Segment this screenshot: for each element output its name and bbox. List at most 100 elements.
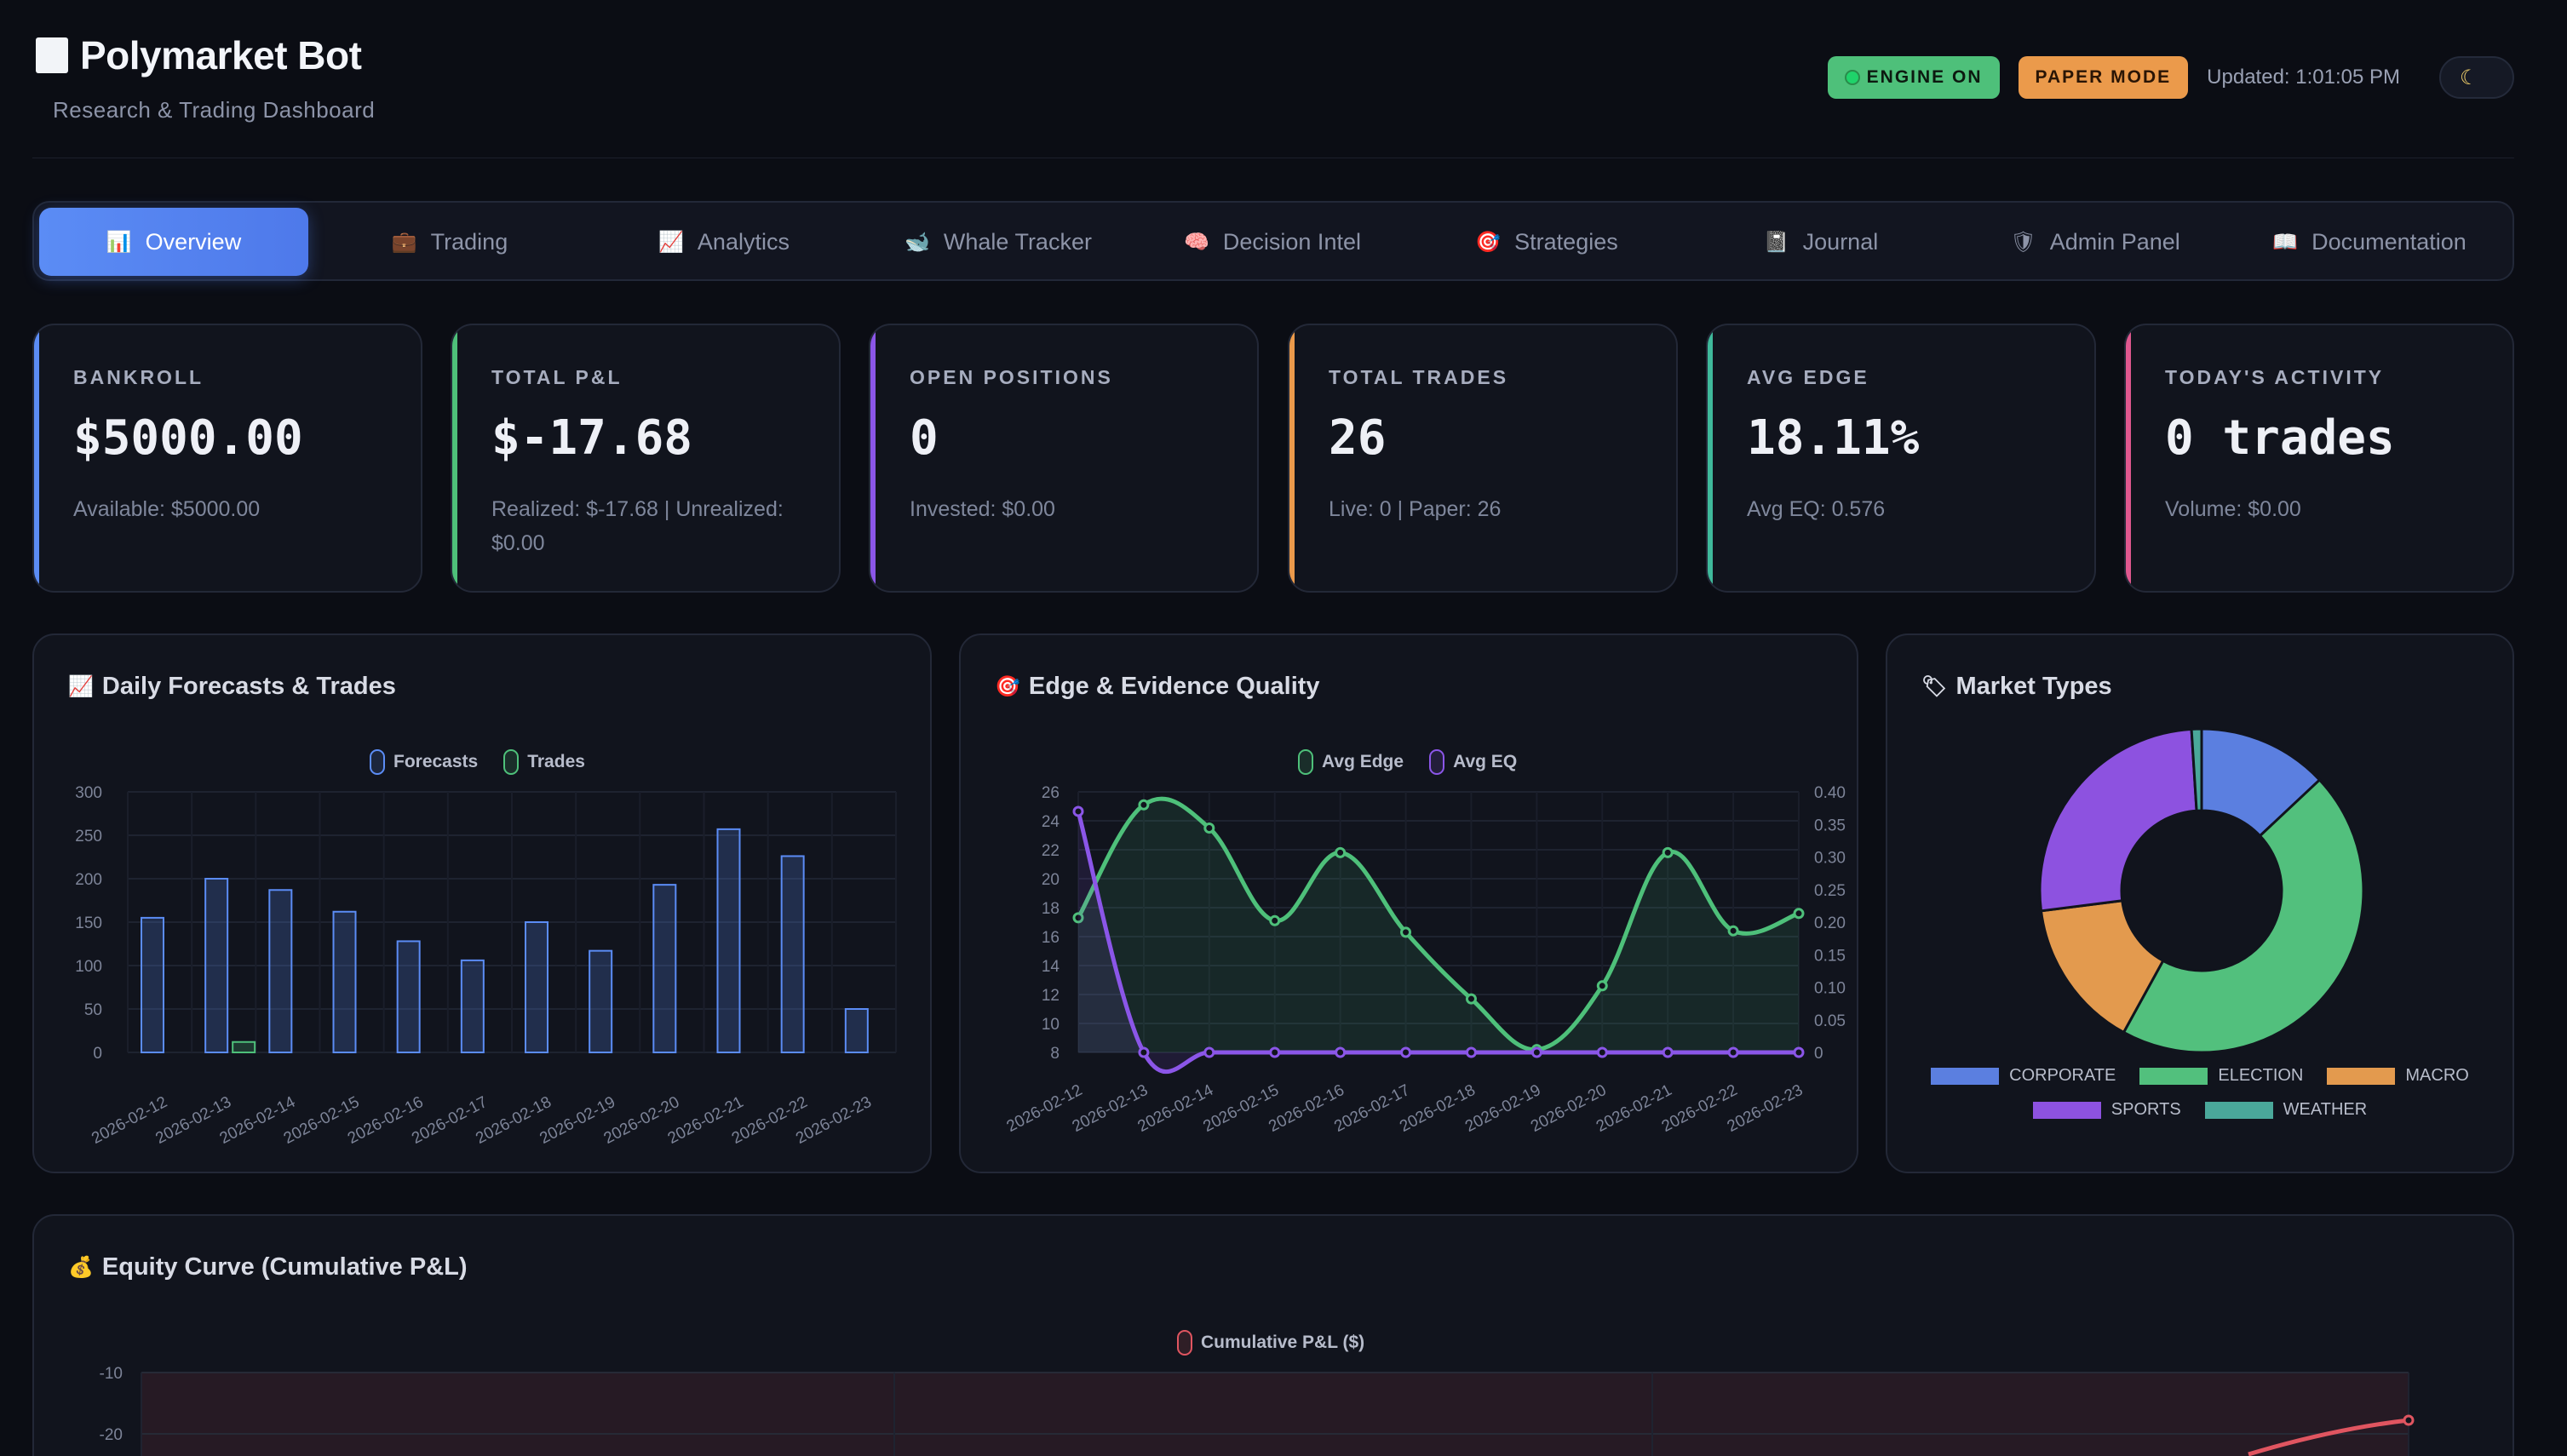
stat-subtext: Volume: $0.00 <box>2165 497 2301 521</box>
point-avg-eq <box>1072 805 1084 817</box>
tab-trading[interactable]: 💼 Trading <box>315 208 584 276</box>
y-tick-label: 250 <box>75 828 102 846</box>
y-tick-label: 200 <box>75 871 102 889</box>
legend-corporate[interactable]: CORPORATE <box>1931 1066 2116 1086</box>
tab-decision-intel[interactable]: 🧠 Decision Intel <box>1138 208 1407 276</box>
y-left-tick-label: 14 <box>1042 958 1060 976</box>
tab-journal[interactable]: 📓 Journal <box>1686 208 1955 276</box>
point-avg-eq <box>1465 1046 1477 1058</box>
market-types-chart <box>2038 727 2365 1054</box>
tab-label: Admin Panel <box>2049 228 2180 255</box>
edge-quality-title-text: Edge & Evidence Quality <box>1028 673 1320 700</box>
tab-strategies[interactable]: 🎯 Strategies <box>1412 208 1681 276</box>
stat-label: TODAY'S ACTIVITY <box>2165 366 2385 388</box>
legend-avg-eq-swatch <box>1429 749 1445 775</box>
point-avg-edge <box>1072 912 1084 924</box>
legend-cumulative-pnl-label: Cumulative P&L ($) <box>1201 1333 1365 1352</box>
point-avg-edge <box>1793 908 1805 920</box>
header-status: ENGINE ON PAPER MODE Updated: 1:01:05 PM… <box>1827 56 2514 99</box>
legend-avg-eq-label: Avg EQ <box>1453 752 1518 771</box>
edge-legend: Avg Edge Avg EQ <box>1298 749 1542 775</box>
point-avg-edge <box>1662 846 1674 858</box>
point-avg-eq <box>1400 1046 1412 1058</box>
equity-curve-title: 💰 Equity Curve (Cumulative P&L) <box>68 1253 468 1281</box>
tab-overview[interactable]: 📊 Overview <box>39 208 308 276</box>
point-avg-edge <box>1138 799 1150 811</box>
area-avg-edge <box>1078 799 1799 1052</box>
legend-avg-edge-swatch <box>1298 749 1313 775</box>
tab-icon: 🧠 <box>1184 230 1209 254</box>
app-logo-icon <box>36 37 68 73</box>
slice-macro <box>2039 899 2165 1035</box>
legend-avg-edge-label: Avg Edge <box>1322 752 1404 771</box>
legend-forecasts-label: Forecasts <box>393 752 479 771</box>
stat-subtext: Available: $5000.00 <box>73 497 261 521</box>
stat-label: TOTAL TRADES <box>1329 366 1509 388</box>
tab-analytics[interactable]: 📈 Analytics <box>589 208 859 276</box>
tab-icon: 📊 <box>106 230 132 254</box>
legend-cumulative-pnl[interactable]: Cumulative P&L ($) <box>1177 1330 1364 1356</box>
bar-forecasts <box>589 949 613 1053</box>
tab-label: Decision Intel <box>1222 228 1361 255</box>
line-cumulative-pnl <box>2248 1418 2409 1456</box>
tab-admin-panel[interactable]: 🛡 Admin Panel <box>1961 208 2230 276</box>
point-avg-edge <box>1400 926 1412 938</box>
theme-toggle[interactable]: ☾ <box>2439 56 2514 99</box>
market-types-legend-row-2: SPORTS WEATHER <box>1887 1100 2512 1120</box>
status-dot-icon <box>1844 70 1860 85</box>
main-tabs: 📊 Overview 💼 Trading 📈 Analytics 🐋 Whale Tracke… <box>32 201 2514 281</box>
daily-legend: Forecasts Trades <box>370 749 611 775</box>
y-left-tick-label: 18 <box>1042 900 1060 918</box>
legend-trades-label: Trades <box>527 752 585 771</box>
daily-forecasts-chart: 0501001502002503002026-02-122026-02-1320… <box>75 784 897 1148</box>
tab-icon: 🎯 <box>1475 230 1502 254</box>
legend-forecasts[interactable]: Forecasts <box>370 749 478 775</box>
point-avg-eq <box>1727 1046 1739 1058</box>
stat-subtext: Avg EQ: 0.576 <box>1747 497 1886 521</box>
y-right-tick-label: 0.10 <box>1814 980 1846 998</box>
legend-election[interactable]: ELECTION <box>2139 1066 2303 1086</box>
engine-status-badge: ENGINE ON <box>1827 56 2000 99</box>
stat-value: 18.11% <box>1747 410 1920 466</box>
x-tick-label: 2026-02-23 <box>1725 1081 1806 1136</box>
legend-label: ELECTION <box>2218 1066 2304 1085</box>
daily-forecasts-panel: 📈 Daily Forecasts & Trades Forecasts Tra… <box>32 633 932 1173</box>
y-left-tick-label: 10 <box>1042 1016 1060 1034</box>
bar-forecasts <box>268 889 293 1054</box>
y-right-tick-label: 0.25 <box>1814 882 1846 900</box>
tab-label: Documentation <box>2311 228 2467 255</box>
market-types-title-text: Market Types <box>1955 673 2112 700</box>
tab-icon: 🛡 <box>2010 230 2036 254</box>
y-right-tick-label: 0.20 <box>1814 914 1846 932</box>
legend-trades[interactable]: Trades <box>503 749 585 775</box>
stat-label: BANKROLL <box>73 366 204 388</box>
legend-avg-edge[interactable]: Avg Edge <box>1298 749 1404 775</box>
tab-whale-tracker[interactable]: 🐋 Whale Tracker <box>864 208 1133 276</box>
stat-card-total-trades: TOTAL TRADES 26 Live: 0 | Paper: 26 <box>1288 324 1678 593</box>
engine-status-label: ENGINE ON <box>1866 67 1983 87</box>
daily-forecasts-title: 📈 Daily Forecasts & Trades <box>68 673 396 701</box>
money-bag-icon: 💰 <box>68 1256 94 1279</box>
legend-sports[interactable]: SPORTS <box>2032 1100 2181 1120</box>
updated-timestamp: Updated: 1:01:05 PM <box>2207 66 2400 89</box>
stat-card-open-positions: OPEN POSITIONS 0 Invested: $0.00 <box>869 324 1259 593</box>
tab-documentation[interactable]: 📖 Documentation <box>2235 208 2504 276</box>
point-avg-edge <box>1335 846 1347 858</box>
legend-cumulative-pnl-swatch <box>1177 1330 1192 1356</box>
legend-avg-eq[interactable]: Avg EQ <box>1429 749 1517 775</box>
stat-value: $-17.68 <box>491 410 693 466</box>
chart-up-icon: 📈 <box>68 675 94 698</box>
market-types-legend-row-1: CORPORATE ELECTION MACRO <box>1887 1066 2512 1086</box>
y-tick-label: 0 <box>93 1045 102 1063</box>
legend-weather[interactable]: WEATHER <box>2204 1100 2367 1120</box>
card-accent <box>2126 325 2131 591</box>
legend-swatch <box>1931 1067 2000 1085</box>
y-tick-label: -20 <box>100 1426 123 1444</box>
y-left-tick-label: 24 <box>1042 813 1060 831</box>
point-cumulative-pnl <box>2403 1414 2415 1426</box>
point-avg-edge <box>1269 914 1281 926</box>
legend-macro[interactable]: MACRO <box>2327 1066 2469 1086</box>
card-accent <box>1708 325 1713 591</box>
tab-icon: 🐋 <box>904 230 930 254</box>
y-right-tick-label: 0.15 <box>1814 947 1846 965</box>
